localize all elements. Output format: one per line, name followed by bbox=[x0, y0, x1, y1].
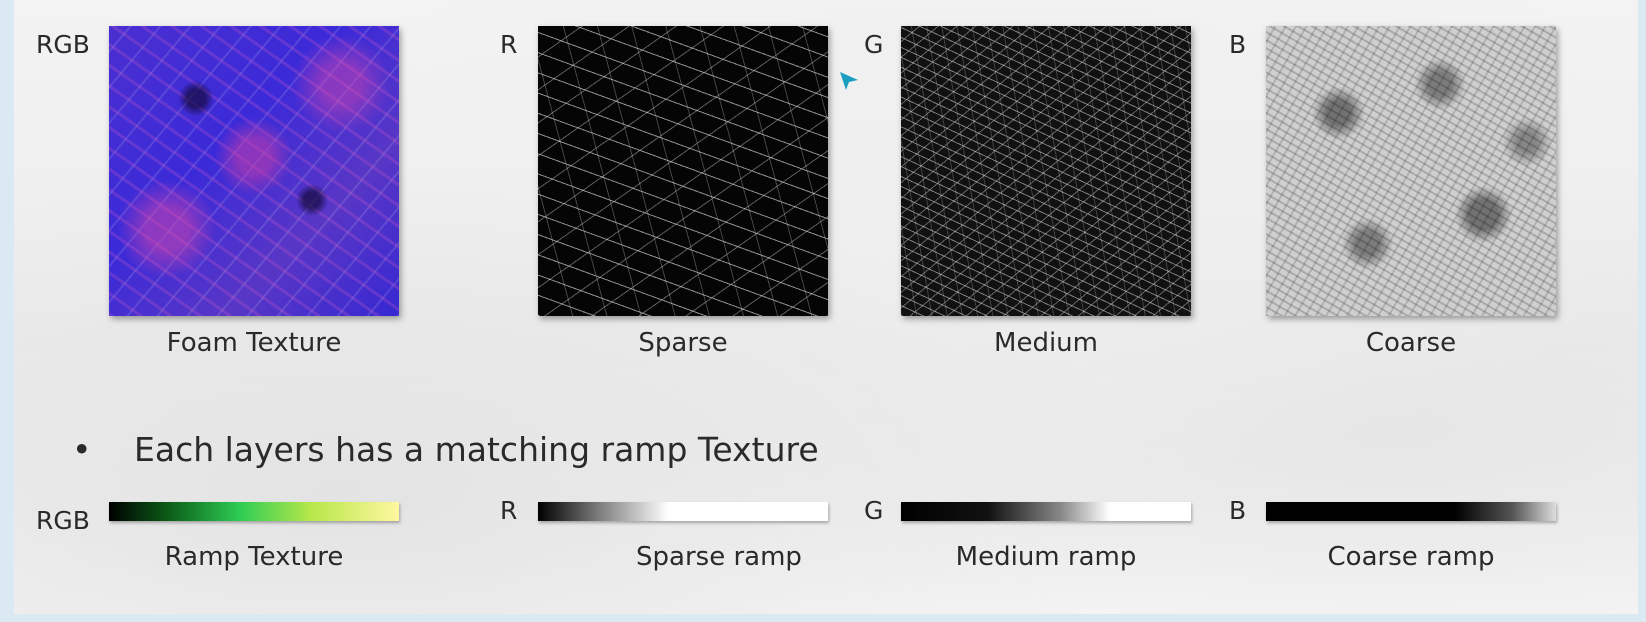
channel-label-rgb: RGB bbox=[36, 30, 90, 59]
coarse-texture-image bbox=[1266, 26, 1556, 316]
medium-ramp-bar bbox=[901, 502, 1191, 521]
ramp-channel-label-b: B bbox=[1229, 496, 1247, 525]
channel-label-b: B bbox=[1229, 30, 1247, 59]
channel-label-g: G bbox=[864, 30, 884, 59]
ramp-channel-label-r: R bbox=[500, 496, 518, 525]
coarse-caption: Coarse bbox=[1365, 328, 1457, 358]
sparse-ramp-bar bbox=[538, 502, 828, 521]
coarse-ramp-caption: Coarse ramp bbox=[1327, 542, 1495, 572]
channel-label-r: R bbox=[500, 30, 518, 59]
bullet-marker: • bbox=[72, 430, 92, 469]
coarse-ramp-bar bbox=[1266, 502, 1556, 521]
ramp-texture-caption: Ramp Texture bbox=[164, 542, 344, 572]
sparse-ramp-caption: Sparse ramp bbox=[636, 542, 802, 572]
ramp-channel-label-g: G bbox=[864, 496, 884, 525]
ramp-channel-label-rgb: RGB bbox=[36, 506, 90, 535]
slide: RGB Foam Texture R Sparse G Medium B Coa… bbox=[14, 0, 1638, 614]
bullet-text: Each layers has a matching ramp Texture bbox=[134, 430, 819, 469]
medium-texture-image bbox=[901, 26, 1191, 316]
medium-caption: Medium bbox=[994, 328, 1098, 358]
foam-texture-caption: Foam Texture bbox=[166, 328, 342, 358]
cursor-arrow-icon bbox=[840, 72, 858, 90]
sparse-caption: Sparse bbox=[638, 328, 728, 358]
ramp-texture-bar bbox=[109, 502, 399, 521]
medium-ramp-caption: Medium ramp bbox=[955, 542, 1137, 572]
sparse-texture-image bbox=[538, 26, 828, 316]
foam-texture-image bbox=[109, 26, 399, 316]
